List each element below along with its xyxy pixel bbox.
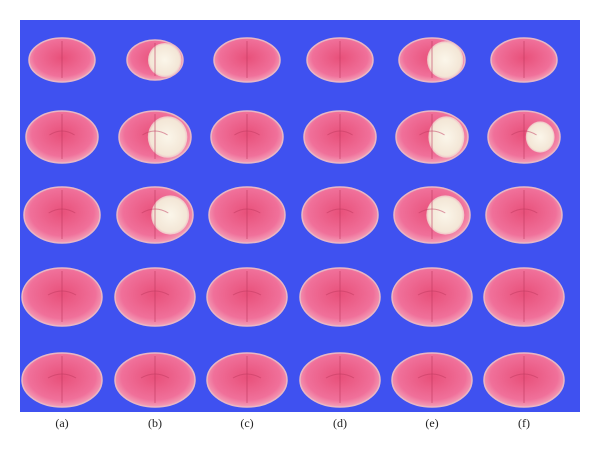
ventricle — [48, 208, 76, 214]
ventricle — [140, 373, 170, 379]
infarct-area — [148, 43, 182, 77]
panel-label: (f) — [518, 416, 530, 430]
infarct-area — [427, 41, 464, 79]
ventricle — [49, 130, 75, 136]
ventricle — [142, 130, 168, 136]
panel-label: (c) — [240, 416, 253, 430]
ventricle — [327, 130, 353, 136]
infarct-area — [426, 195, 465, 235]
panel-label: (e) — [425, 416, 438, 430]
ventricle — [47, 373, 77, 379]
ventricle — [417, 373, 447, 379]
ventricle — [141, 208, 169, 214]
panel-label: (d) — [333, 416, 347, 430]
ventricle — [509, 290, 539, 296]
ventricle — [326, 208, 354, 214]
ventricle — [509, 373, 539, 379]
ventricle — [510, 208, 538, 214]
panel-labels: (a) (b) (c) (d) (e) (f) — [55, 416, 530, 430]
ventricle — [233, 208, 261, 214]
ventricle — [325, 290, 355, 296]
infarct-area — [428, 116, 465, 158]
ventricle — [417, 290, 447, 296]
panel-label: (b) — [148, 416, 162, 430]
ventricle — [232, 290, 262, 296]
infarct-area — [525, 121, 555, 153]
ventricle — [418, 208, 446, 214]
infarct-area — [147, 116, 188, 158]
ventricle — [419, 130, 445, 136]
ventricle — [140, 290, 170, 296]
ventricle — [325, 373, 355, 379]
ventricle — [232, 373, 262, 379]
brain-slices — [21, 37, 565, 408]
ventricle — [511, 130, 537, 136]
panel-label: (a) — [55, 416, 68, 430]
ventricle — [234, 130, 260, 136]
ventricle — [47, 290, 77, 296]
infarct-area — [151, 195, 190, 235]
